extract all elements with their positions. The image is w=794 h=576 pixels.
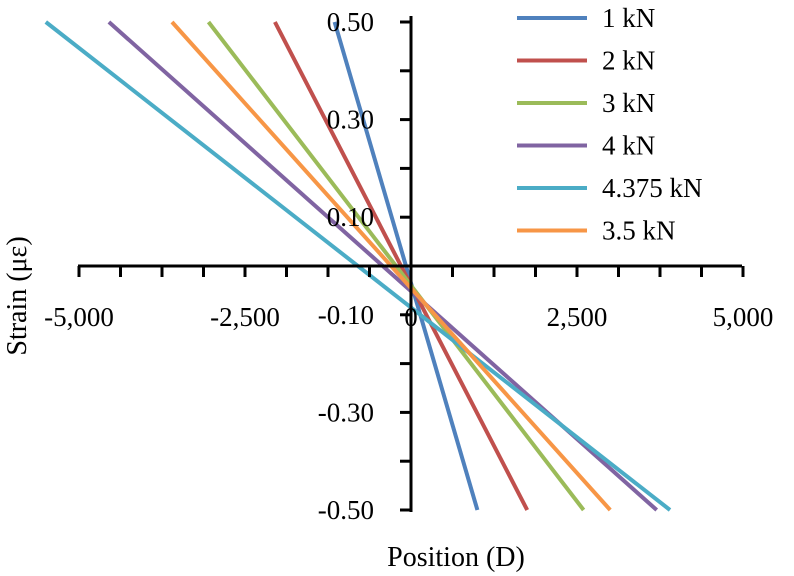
y-tick-label-5: -0.50 (318, 495, 374, 525)
legend-label-6: 3.5 kN (602, 216, 676, 246)
legend-label-1: 1 kN (602, 3, 655, 33)
tick-labels-layer: -5,000 -2,500 0 2,500 5,000 0.50 0.30 0.10 -0.10… (44, 7, 773, 525)
x-axis-title: Position (D) (387, 542, 525, 573)
x-tick-label-4: 5,000 (713, 302, 774, 332)
x-tick-label-2: 0 (404, 302, 418, 332)
y-tick-label-2: 0.10 (327, 202, 374, 232)
ticks-layer (77, 20, 745, 512)
y-axis-title: Strain (με) (2, 236, 33, 355)
y-tick-label-4: -0.30 (318, 397, 374, 427)
legend-label-5: 4.375 kN (602, 173, 703, 203)
legend-label-3: 3 kN (602, 88, 655, 118)
legend-label-2: 2 kN (602, 46, 655, 76)
y-tick-label-3: -0.10 (318, 300, 374, 330)
legend-label-4: 4 kN (602, 131, 655, 161)
legend: 1 kN 2 kN 3 kN 4 kN 4.375 kN 3.5 kN (517, 3, 703, 246)
x-tick-label-1: -2,500 (210, 302, 280, 332)
x-tick-label-0: -5,000 (44, 302, 114, 332)
y-tick-label-0: 0.50 (327, 7, 374, 37)
x-tick-label-3: 2,500 (547, 302, 608, 332)
y-tick-label-1: 0.30 (327, 105, 374, 135)
